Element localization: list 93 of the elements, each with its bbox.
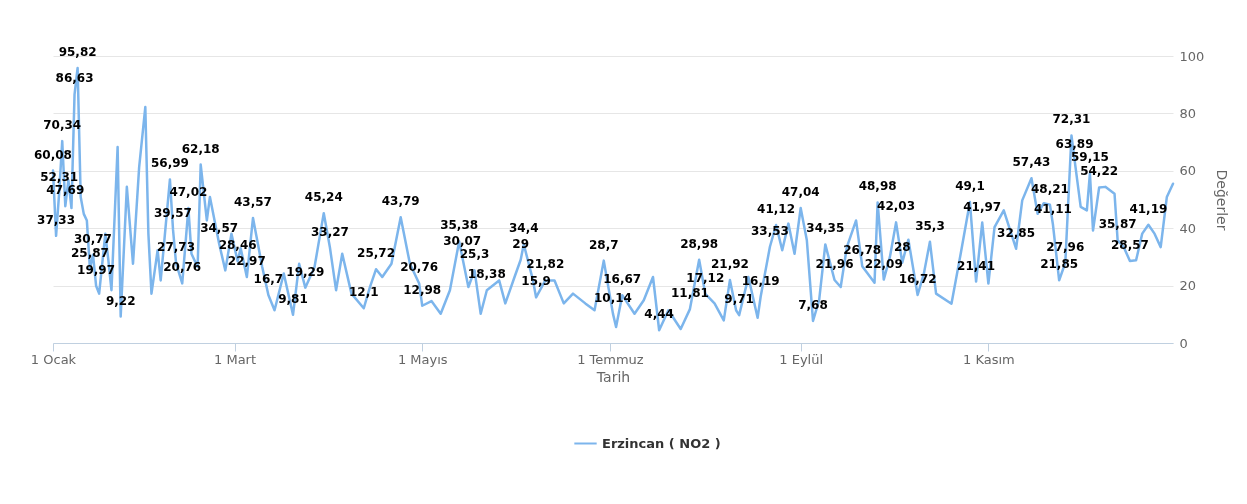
data-label: 35,87 [1098,217,1137,232]
data-label: 60,08 [34,147,72,162]
data-label: 33,53 [750,223,789,238]
data-label: 34,4 [508,221,539,236]
y-axis-title: Değerler [1214,169,1231,231]
data-label: 39,57 [154,206,192,221]
data-label: 18,38 [467,267,506,282]
data-label: 22,97 [227,254,266,269]
data-label: 30,77 [74,231,112,246]
data-label: 30,07 [443,233,482,248]
data-label: 54,22 [1080,164,1119,179]
data-label: 28,7 [588,237,619,252]
data-label: 59,15 [1070,150,1109,165]
data-label: 28 [893,239,911,254]
data-label: 17,12 [686,270,725,285]
data-label: 37,33 [37,212,76,227]
data-label: 49,1 [955,179,985,194]
data-label: 34,57 [200,220,239,235]
data-label: 95,82 [58,45,97,59]
data-label: 4,44 [644,307,674,322]
data-label: 28,98 [680,236,719,251]
data-label: 20,76 [400,260,439,275]
data-label: 42,03 [877,199,916,214]
data-label: 34,35 [806,221,845,236]
data-label: 41,19 [1129,201,1168,216]
data-label: 12,98 [403,282,442,297]
data-label: 21,85 [1040,257,1079,272]
data-label: 43,79 [381,194,420,209]
data-label: 63,89 [1055,136,1094,151]
data-label: 21,96 [815,256,854,271]
data-label: 56,99 [150,156,189,171]
data-label: 29 [512,236,530,251]
data-label: 25,3 [459,247,490,262]
data-label: 41,12 [757,201,796,216]
data-label: 48,21 [1030,181,1069,196]
data-label: 26,78 [843,243,882,258]
data-label: 28,46 [218,238,257,253]
data-label: 22,09 [864,256,903,271]
data-label: 21,82 [526,257,565,272]
y-tick-label: 100 [1179,48,1205,64]
y-tick-label: 80 [1179,105,1197,121]
data-label: 16,67 [603,272,642,287]
data-label: 45,24 [304,190,343,205]
data-label: 16,7 [253,272,284,287]
data-label: 62,18 [181,141,220,156]
data-label: 20,76 [163,260,202,275]
data-label: 19,29 [286,264,325,279]
x-axis-title: Tarih [595,368,631,385]
y-tick-label: 60 [1179,163,1197,179]
x-tick-label: 1 Ocak [30,351,77,367]
data-label: 86,63 [55,71,94,86]
data-label: 48,98 [858,179,897,194]
x-tick-label: 1 Kasım [963,351,1015,367]
data-label: 47,02 [169,185,208,200]
y-tick-label: 0 [1179,335,1188,351]
data-label: 41,97 [963,199,1002,214]
data-label: 52,31 [40,169,79,184]
data-label: 16,19 [741,273,780,288]
x-tick-label: 1 Mart [214,351,257,367]
x-tick-label: 1 Temmuz [577,351,644,367]
data-label: 9,71 [724,292,754,307]
y-tick-label: 20 [1179,278,1197,294]
data-label: 47,69 [46,183,85,198]
y-tick-label: 40 [1179,220,1197,236]
data-label: 35,38 [440,218,479,233]
data-label: 25,72 [357,246,396,261]
data-label: 16,72 [898,272,937,287]
data-label: 9,81 [278,291,308,306]
data-label: 41,11 [1034,202,1072,217]
legend-label: Erzincan ( NO2 ) [602,435,721,451]
data-label: 27,73 [157,240,196,255]
data-label: 72,31 [1052,112,1091,127]
data-label: 43,57 [234,194,272,209]
data-label: 15,9 [521,274,551,289]
data-label: 70,34 [43,118,82,133]
data-label: 57,43 [1012,155,1051,170]
data-label: 9,22 [105,293,136,308]
data-label: 27,96 [1046,239,1085,254]
data-label: 21,41 [957,258,996,273]
data-label: 25,87 [70,245,109,260]
data-label: 32,85 [997,225,1036,240]
data-label: 7,68 [798,297,828,312]
data-label: 12,1 [348,285,379,300]
data-label: 21,92 [710,257,749,272]
data-label: 35,3 [915,218,945,233]
data-label: 28,57 [1110,238,1149,252]
data-label: 19,97 [77,262,116,277]
x-tick-label: 1 Mayıs [397,351,448,367]
x-tick-label: 1 Eylül [779,351,824,367]
data-label: 10,14 [594,290,632,305]
data-label: 33,27 [310,224,349,239]
data-label: 11,81 [670,286,709,301]
data-label: 47,04 [781,185,820,199]
